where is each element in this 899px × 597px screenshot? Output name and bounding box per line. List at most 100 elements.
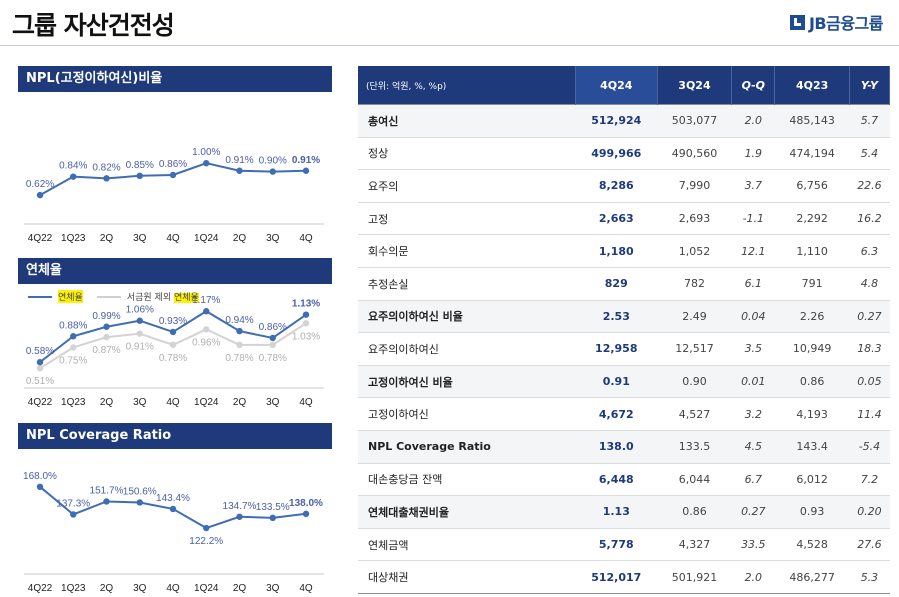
value-yy: 0.20 (849, 495, 890, 529)
data-point (302, 311, 310, 318)
table-row: 연체대출채권비율 1.13 0.86 0.27 0.93 0.20 (358, 495, 890, 529)
value-yy: 6.3 (849, 234, 890, 268)
row-label: 고정이하여신 (358, 397, 576, 431)
value-3q24: 2,693 (657, 202, 732, 236)
row-label: 고정이하여신 비율 (358, 364, 576, 399)
asset-quality-table: (단위: 억원, %, %p) 4Q24 3Q24 Q-Q 4Q23 Y-Y 총… (358, 66, 891, 594)
value-4q23: 4,193 (774, 397, 850, 431)
value-3q24: 2.49 (657, 299, 732, 334)
value-4q24: 512,924 (575, 104, 658, 138)
data-label: 0.85% (126, 160, 154, 171)
x-tick-label: 2Q (233, 233, 247, 244)
value-4q24: 829 (575, 267, 658, 301)
header-qq: Q-Q (731, 66, 776, 105)
value-4q24: 12,958 (575, 332, 658, 366)
value-yy: 5.7 (849, 104, 890, 138)
value-yy: 5.3 (849, 560, 890, 594)
data-label: 134.7% (223, 501, 257, 512)
x-tick-label: 1Q23 (61, 583, 86, 594)
coverage-chart: 168.0% 137.3%151.7% 150.6%143.4% 122.2% 134.… (23, 471, 324, 594)
data-point (169, 328, 177, 336)
value-4q24: 2.53 (575, 299, 658, 334)
table-row: 고정이하여신 4,672 4,527 3.2 4,193 11.4 (358, 397, 890, 431)
row-label: 고정 (358, 202, 576, 236)
value-yy: 27.6 (849, 528, 890, 562)
value-yy: 7.2 (849, 463, 890, 497)
table-row: 연체금액 5,778 4,327 33.5 4,528 27.6 (358, 528, 890, 562)
data-label: 0.91% (225, 155, 253, 166)
data-point (136, 317, 143, 324)
data-label: 133.5% (256, 502, 290, 513)
value-3q24: 1,052 (657, 234, 732, 268)
data-label: 168.0% (23, 471, 57, 482)
value-yy: 5.4 (849, 137, 890, 171)
x-tick-label: 1Q24 (194, 397, 219, 408)
x-tick-label: 1Q24 (194, 583, 219, 594)
data-point (70, 173, 77, 180)
value-3q24: 7,990 (657, 169, 732, 203)
table-row: NPL Coverage Ratio 138.0 133.5 4.5 143.4 -5.4 (358, 429, 890, 464)
data-point (136, 330, 143, 337)
data-point (236, 341, 243, 349)
header-yy: Y-Y (849, 66, 891, 105)
x-tick-label: 3Q (266, 233, 280, 244)
data-label: 0.86% (159, 159, 187, 170)
delinquency-legend: 연체율 서금원 제외 연체율 (28, 290, 199, 303)
value-qq: 12.1 (731, 234, 775, 268)
data-point (169, 341, 177, 349)
x-tick-label: 1Q23 (61, 397, 86, 408)
data-label: 1.06% (126, 305, 154, 316)
value-yy: 16.2 (849, 202, 890, 236)
data-point (269, 334, 276, 342)
value-3q24: 133.5 (657, 429, 732, 464)
x-tick-label: 4Q (166, 233, 180, 244)
value-qq: 6.1 (731, 267, 775, 301)
table-row: 회수의문 1,180 1,052 12.1 1,110 6.3 (358, 234, 890, 268)
value-4q23: 2.26 (774, 299, 850, 334)
data-point (203, 524, 210, 532)
value-qq: 3.2 (731, 397, 775, 431)
data-label: 0.86% (259, 322, 287, 333)
data-label: 1.17% (192, 295, 220, 306)
x-tick-label: 2Q (100, 397, 114, 408)
data-point (36, 358, 44, 366)
value-4q23: 474,194 (774, 137, 850, 171)
value-4q24: 6,448 (575, 463, 658, 497)
data-label: 0.62% (26, 179, 54, 190)
value-yy: 0.05 (849, 364, 890, 399)
value-qq: 0.27 (731, 495, 775, 529)
value-4q24: 512,017 (575, 560, 658, 594)
data-point (169, 505, 177, 513)
header-4q24: 4Q24 (575, 66, 658, 105)
table-row: 고정이하여신 비율 0.91 0.90 0.01 0.86 0.05 (358, 364, 890, 399)
value-yy: 0.27 (849, 299, 890, 334)
data-point (236, 167, 243, 174)
value-4q24: 1.13 (575, 495, 658, 529)
value-4q23: 6,012 (774, 463, 850, 497)
data-point (36, 364, 44, 372)
data-point (36, 483, 44, 490)
data-label: 150.6% (123, 486, 157, 497)
data-point (269, 168, 276, 175)
x-tick-label: 2Q (100, 233, 114, 244)
x-tick-label: 3Q (266, 397, 280, 408)
x-tick-label: 3Q (133, 397, 147, 408)
value-3q24: 4,327 (657, 528, 732, 562)
row-label: 요주의이하여신 비율 (358, 299, 576, 334)
data-point (203, 326, 210, 333)
table-row: 요주의 8,286 7,990 3.7 6,756 22.6 (358, 169, 890, 203)
value-4q23: 143.4 (774, 429, 850, 464)
x-tick-label: 1Q23 (61, 233, 86, 244)
jb-logo-icon (789, 14, 805, 30)
data-label: 0.91% (126, 342, 154, 353)
x-tick-label: 4Q22 (28, 583, 53, 594)
row-label: 총여신 (358, 104, 576, 138)
data-point (203, 308, 210, 315)
row-label: 대상채권 (358, 560, 576, 594)
data-label: 1.00% (192, 147, 220, 158)
x-tick-label: 4Q (299, 583, 313, 594)
value-qq: 6.7 (731, 463, 775, 497)
value-4q23: 791 (774, 267, 850, 301)
data-label: 0.90% (259, 156, 287, 167)
legend-label-delinquency: 연체율 (58, 290, 83, 303)
